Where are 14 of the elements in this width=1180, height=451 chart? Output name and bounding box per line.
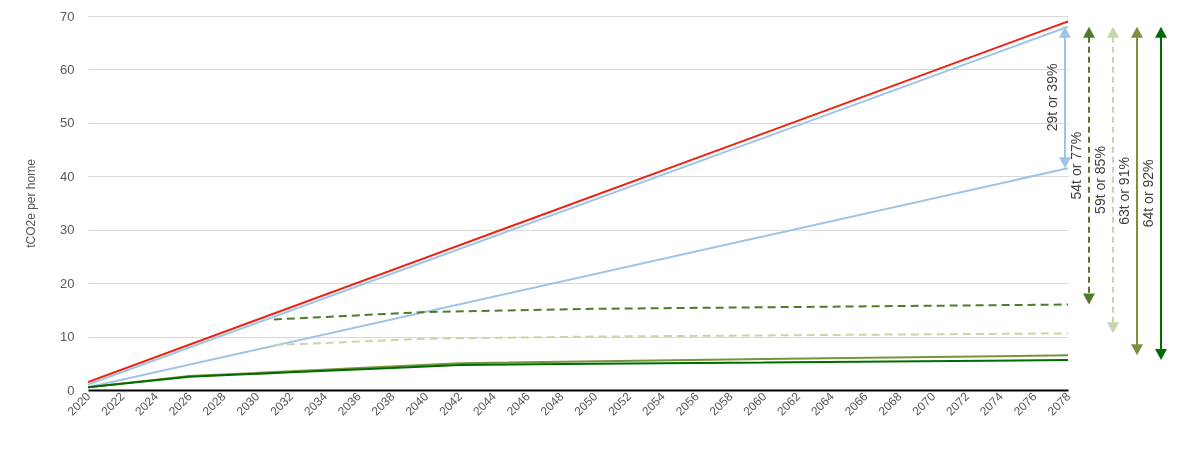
text: 63t or 91% — [1116, 157, 1132, 225]
y-tick-label: 60 — [60, 61, 75, 77]
y-tick-label: 70 — [60, 8, 75, 24]
y-tick-label: 40 — [60, 168, 75, 184]
y-tick-label: 20 — [60, 275, 75, 291]
annotation: 29t or 39% — [1044, 63, 1060, 132]
annotation: 54t or 77% — [1068, 131, 1084, 200]
y-tick-label: 50 — [60, 115, 75, 131]
text: 59t or 85% — [1092, 146, 1108, 214]
y-axis-title: tCO2e per home — [24, 158, 39, 248]
y-tick-label: 30 — [60, 222, 75, 238]
y-tick-label: 0 — [67, 382, 75, 398]
y-tick-label: 10 — [60, 329, 75, 345]
text: 64t or 92% — [1140, 159, 1156, 228]
